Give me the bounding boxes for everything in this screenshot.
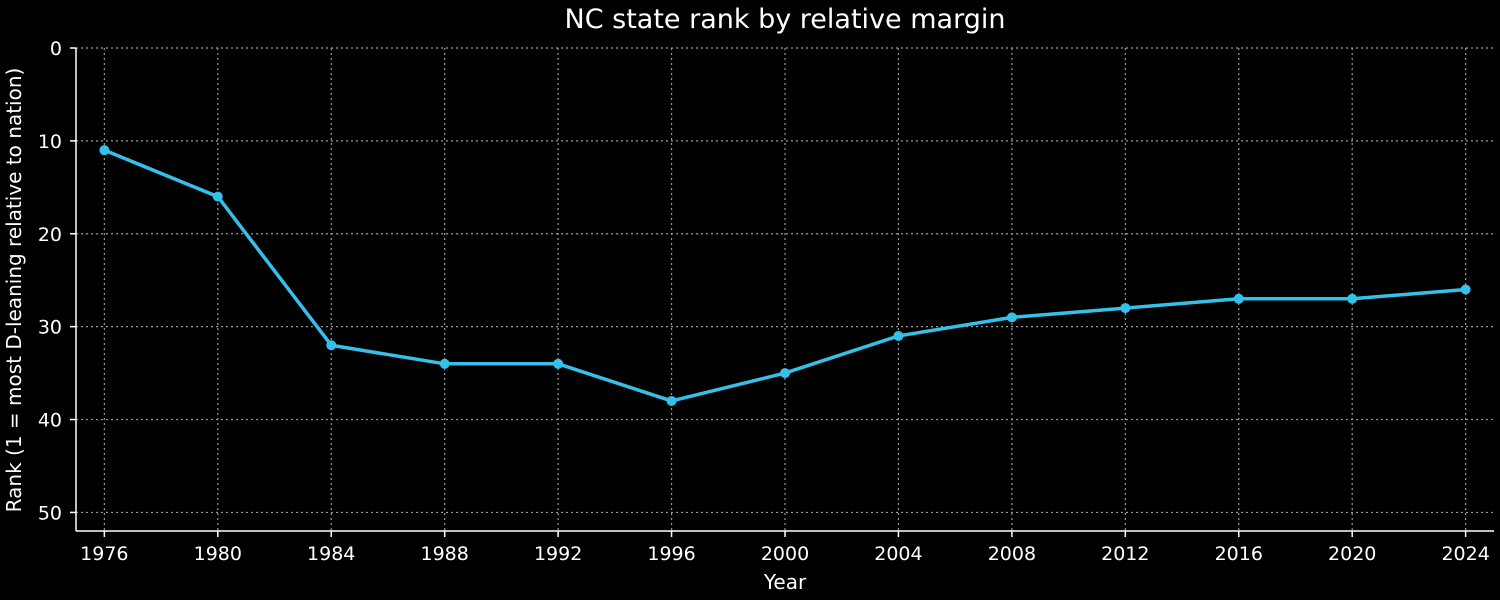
data-point xyxy=(893,330,904,341)
x-tick-label: 2020 xyxy=(1328,543,1376,565)
x-tick-label: 2000 xyxy=(761,543,809,565)
y-tick-label: 40 xyxy=(38,410,62,432)
chart-title: NC state rank by relative margin xyxy=(565,4,1006,35)
y-tick-label: 0 xyxy=(50,38,62,60)
y-tick-label: 30 xyxy=(38,317,62,339)
y-tick-label: 50 xyxy=(38,502,62,524)
x-tick-label: 2012 xyxy=(1101,543,1149,565)
grid-layer xyxy=(76,47,1494,531)
x-tick-label: 2008 xyxy=(988,543,1036,565)
data-point xyxy=(1120,303,1131,314)
x-tick-label: 1988 xyxy=(421,543,469,565)
data-point xyxy=(553,358,564,369)
x-tick-label: 1992 xyxy=(534,543,582,565)
data-point xyxy=(780,368,790,379)
x-tick-label: 2004 xyxy=(874,543,922,565)
data-point xyxy=(1233,293,1244,304)
series-layer xyxy=(99,145,1471,406)
data-point xyxy=(1347,293,1358,304)
data-point xyxy=(326,340,337,351)
y-tick-label: 10 xyxy=(38,131,62,153)
x-axis-title: Year xyxy=(763,570,807,594)
data-point xyxy=(99,145,110,156)
y-tick-label: 20 xyxy=(38,224,62,246)
x-tick-label: 2016 xyxy=(1215,543,1263,565)
x-tick-label: 1996 xyxy=(647,543,695,565)
data-point xyxy=(666,395,677,406)
y-axis-title: Rank (1 = most D-leaning relative to nat… xyxy=(2,68,26,513)
x-tick-label: 1976 xyxy=(80,543,128,565)
data-point xyxy=(439,358,450,369)
x-tick-label: 1984 xyxy=(307,543,355,565)
x-tick-label: 1980 xyxy=(194,543,242,565)
data-point xyxy=(212,191,223,202)
data-point xyxy=(1006,312,1017,323)
x-tick-label: 2024 xyxy=(1441,543,1489,565)
tick-layer: 1976 1980 1984 1988 1992 1996 2000 2004 2008 2012… xyxy=(38,38,1490,565)
data-point xyxy=(1460,284,1471,295)
